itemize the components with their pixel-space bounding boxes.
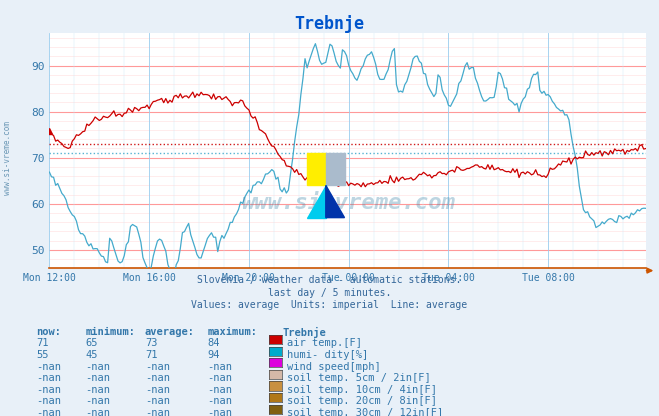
Text: soil temp. 5cm / 2in[F]: soil temp. 5cm / 2in[F] bbox=[287, 373, 430, 383]
Text: -nan: -nan bbox=[208, 385, 233, 395]
Text: average:: average: bbox=[145, 327, 195, 337]
Text: -nan: -nan bbox=[145, 396, 170, 406]
Text: Trebnje: Trebnje bbox=[295, 15, 364, 32]
Text: wind speed[mph]: wind speed[mph] bbox=[287, 362, 380, 371]
Text: -nan: -nan bbox=[36, 373, 61, 383]
Text: -nan: -nan bbox=[86, 373, 111, 383]
Text: www.si-vreme.com: www.si-vreme.com bbox=[3, 121, 13, 195]
Text: 84: 84 bbox=[208, 338, 220, 348]
Text: -nan: -nan bbox=[86, 408, 111, 416]
Text: -nan: -nan bbox=[86, 362, 111, 371]
Bar bbox=[326, 153, 345, 186]
Text: -nan: -nan bbox=[145, 373, 170, 383]
Text: -nan: -nan bbox=[36, 362, 61, 371]
Text: -nan: -nan bbox=[36, 396, 61, 406]
Text: 73: 73 bbox=[145, 338, 158, 348]
Text: soil temp. 10cm / 4in[F]: soil temp. 10cm / 4in[F] bbox=[287, 385, 437, 395]
Text: -nan: -nan bbox=[86, 396, 111, 406]
Text: 45: 45 bbox=[86, 350, 98, 360]
Text: minimum:: minimum: bbox=[86, 327, 136, 337]
Text: -nan: -nan bbox=[145, 362, 170, 371]
Text: last day / 5 minutes.: last day / 5 minutes. bbox=[268, 288, 391, 298]
Text: 94: 94 bbox=[208, 350, 220, 360]
Text: -nan: -nan bbox=[208, 396, 233, 406]
Text: air temp.[F]: air temp.[F] bbox=[287, 338, 362, 348]
Text: Slovenia / weather data - automatic stations.: Slovenia / weather data - automatic stat… bbox=[197, 275, 462, 285]
Polygon shape bbox=[326, 186, 345, 218]
Text: -nan: -nan bbox=[145, 408, 170, 416]
Text: 65: 65 bbox=[86, 338, 98, 348]
Text: 71: 71 bbox=[36, 338, 49, 348]
Text: -nan: -nan bbox=[208, 373, 233, 383]
Text: -nan: -nan bbox=[208, 408, 233, 416]
Bar bbox=[307, 153, 326, 186]
Polygon shape bbox=[307, 186, 326, 218]
Text: Values: average  Units: imperial  Line: average: Values: average Units: imperial Line: av… bbox=[191, 300, 468, 310]
Text: www.si-vreme.com: www.si-vreme.com bbox=[241, 193, 455, 213]
Text: 71: 71 bbox=[145, 350, 158, 360]
Text: -nan: -nan bbox=[36, 385, 61, 395]
Text: Trebnje: Trebnje bbox=[282, 327, 326, 338]
Text: 55: 55 bbox=[36, 350, 49, 360]
Text: soil temp. 20cm / 8in[F]: soil temp. 20cm / 8in[F] bbox=[287, 396, 437, 406]
Text: -nan: -nan bbox=[86, 385, 111, 395]
Text: -nan: -nan bbox=[145, 385, 170, 395]
Text: humi- dity[%]: humi- dity[%] bbox=[287, 350, 368, 360]
Text: soil temp. 30cm / 12in[F]: soil temp. 30cm / 12in[F] bbox=[287, 408, 443, 416]
Text: maximum:: maximum: bbox=[208, 327, 258, 337]
Text: -nan: -nan bbox=[36, 408, 61, 416]
Text: -nan: -nan bbox=[208, 362, 233, 371]
Text: now:: now: bbox=[36, 327, 61, 337]
